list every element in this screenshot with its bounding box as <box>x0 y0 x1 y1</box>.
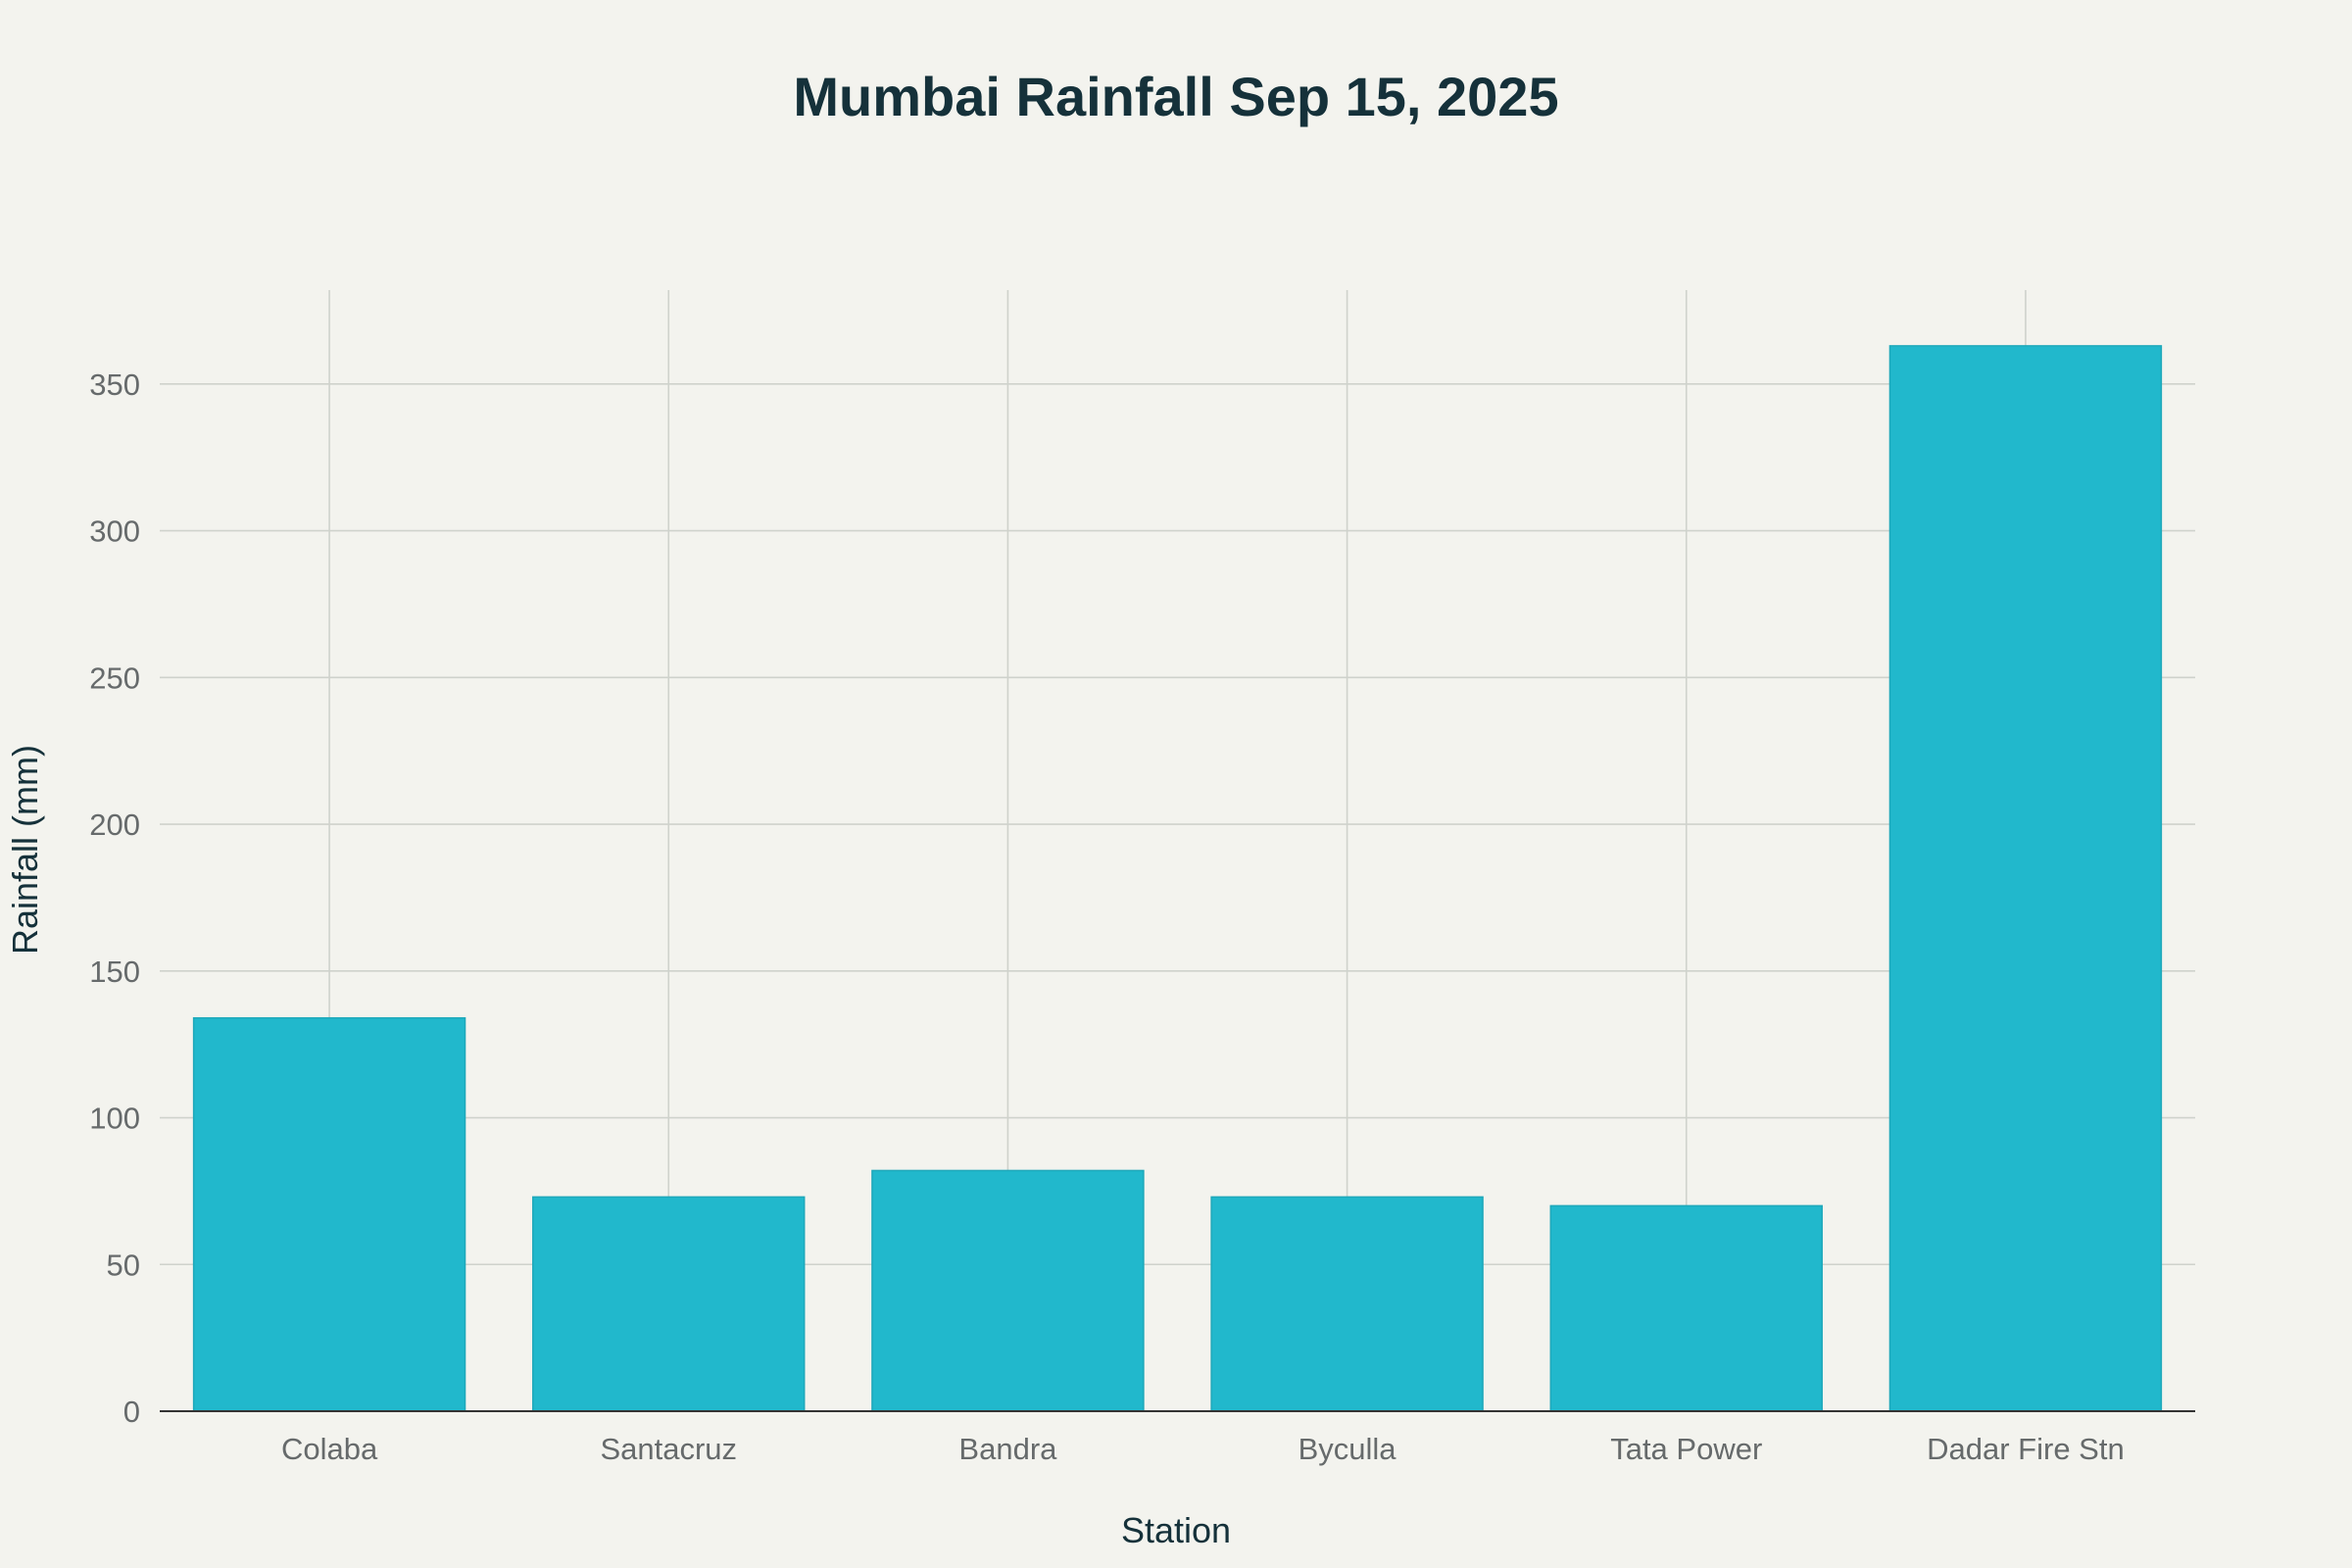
tick-labels: 0 50 100 150 200 250 300 350 Colaba Santacruz Band… <box>89 368 2124 1466</box>
y-tick-label: 350 <box>89 368 140 402</box>
y-tick-label: 200 <box>89 808 140 842</box>
y-axis-title: Rainfall (mm) <box>5 745 45 955</box>
bar-santacruz <box>532 1196 806 1412</box>
bar-byculla <box>1210 1196 1484 1412</box>
x-tick-label: Colaba <box>281 1432 378 1466</box>
bar-colaba <box>192 1016 466 1412</box>
x-axis-title: Station <box>1121 1510 1231 1550</box>
chart-title: Mumbai Rainfall Sep 15, 2025 <box>793 66 1558 127</box>
x-tick-label: Bandra <box>958 1432 1057 1466</box>
x-tick-label: Santacruz <box>600 1432 737 1466</box>
y-tick-label: 250 <box>89 661 140 695</box>
bars <box>192 345 2163 1412</box>
x-tick-label: Dadar Fire Stn <box>1927 1432 2125 1466</box>
bar-dadar-fire-stn <box>1888 345 2163 1412</box>
y-tick-label: 100 <box>89 1102 140 1136</box>
bar-bandra <box>871 1169 1145 1412</box>
x-tick-label: Byculla <box>1298 1432 1397 1466</box>
y-tick-label: 0 <box>123 1395 140 1429</box>
bar-tata-power <box>1549 1204 1823 1412</box>
y-tick-label: 300 <box>89 514 140 549</box>
y-tick-label: 150 <box>89 955 140 989</box>
y-tick-label: 50 <box>107 1248 140 1282</box>
x-tick-label: Tata Power <box>1610 1432 1762 1466</box>
